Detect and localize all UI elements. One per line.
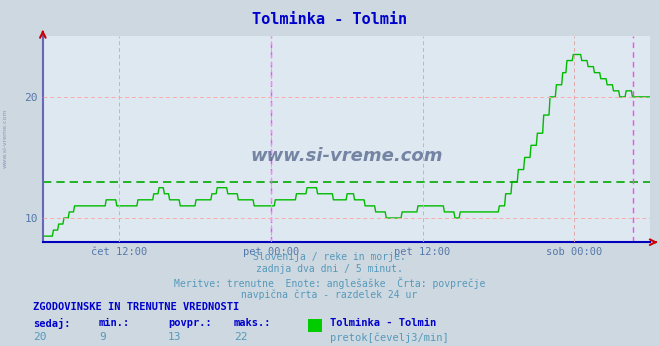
Text: maks.:: maks.: <box>234 318 272 328</box>
Text: 9: 9 <box>99 332 105 342</box>
Text: Slovenija / reke in morje.: Slovenija / reke in morje. <box>253 252 406 262</box>
Text: 13: 13 <box>168 332 181 342</box>
Text: min.:: min.: <box>99 318 130 328</box>
Text: ZGODOVINSKE IN TRENUTNE VREDNOSTI: ZGODOVINSKE IN TRENUTNE VREDNOSTI <box>33 302 239 312</box>
Text: www.si-vreme.com: www.si-vreme.com <box>250 147 443 165</box>
Text: zadnja dva dni / 5 minut.: zadnja dva dni / 5 minut. <box>256 264 403 274</box>
Text: Tolminka - Tolmin: Tolminka - Tolmin <box>252 12 407 27</box>
Text: 22: 22 <box>234 332 247 342</box>
Text: Tolminka - Tolmin: Tolminka - Tolmin <box>330 318 436 328</box>
Text: 20: 20 <box>33 332 46 342</box>
Text: povpr.:: povpr.: <box>168 318 212 328</box>
Text: sedaj:: sedaj: <box>33 318 71 329</box>
Text: Meritve: trenutne  Enote: anglešaške  Črta: povprečje: Meritve: trenutne Enote: anglešaške Črta… <box>174 277 485 289</box>
Text: navpična črta - razdelek 24 ur: navpična črta - razdelek 24 ur <box>241 290 418 300</box>
Text: pretok[čevelj3/min]: pretok[čevelj3/min] <box>330 332 449 343</box>
Text: www.si-vreme.com: www.si-vreme.com <box>3 109 8 168</box>
